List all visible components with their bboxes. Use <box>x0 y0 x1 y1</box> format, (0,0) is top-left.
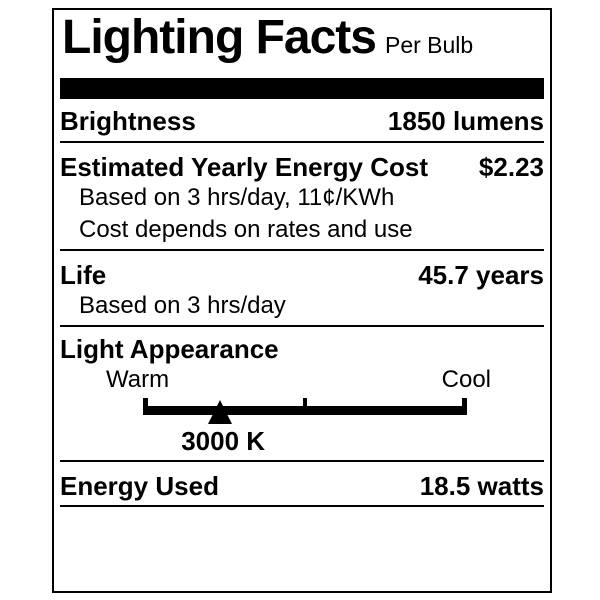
energy-cost-section: Estimated Yearly Energy Cost $2.23 Based… <box>60 143 544 251</box>
energy-cost-note-basis: Based on 3 hrs/day, 11¢/KWh <box>79 184 395 211</box>
life-name: Life <box>60 260 107 290</box>
life-note-basis: Based on 3 hrs/day <box>79 292 286 319</box>
life-row: Life 45.7 years <box>60 260 544 290</box>
label-title: Lighting Facts <box>62 11 377 64</box>
header-separator-bar <box>60 78 544 99</box>
life-value: 45.7 years <box>418 260 544 290</box>
energy-used-name: Energy Used <box>60 471 219 501</box>
label-header: Lighting Facts Per Bulb <box>62 12 544 75</box>
energy-cost-row: Estimated Yearly Energy Cost $2.23 <box>60 152 544 182</box>
brightness-value: 1850 lumens <box>387 106 544 136</box>
color-temp-value: 3000 K <box>181 426 266 456</box>
brightness-name: Brightness <box>60 106 196 136</box>
energy-cost-note-disclaimer: Cost depends on rates and use <box>79 216 413 243</box>
light-appearance-section: Light Appearance Warm Cool 3000 K <box>60 327 544 462</box>
brightness-row: Brightness 1850 lumens <box>60 106 544 136</box>
light-appearance-heading: Light Appearance <box>60 334 279 364</box>
warm-cool-labels: Warm Cool <box>60 367 544 393</box>
color-temperature-scale: 3000 K <box>60 393 544 459</box>
color-temp-marker-icon <box>208 400 233 424</box>
energy-used-value: 18.5 watts <box>419 471 544 501</box>
life-section: Life 45.7 years Based on 3 hrs/day <box>60 251 544 327</box>
label-subtitle: Per Bulb <box>384 32 474 58</box>
cool-label: Cool <box>441 366 491 393</box>
energy-used-section: Energy Used 18.5 watts <box>60 462 544 507</box>
energy-cost-name: Estimated Yearly Energy Cost <box>60 152 429 182</box>
scale-bar <box>143 406 467 415</box>
lighting-facts-label: Lighting Facts Per Bulb Brightness 1850 l… <box>52 8 552 593</box>
brightness-section: Brightness 1850 lumens <box>60 99 544 143</box>
warm-label: Warm <box>106 366 170 393</box>
energy-cost-value: $2.23 <box>478 152 544 182</box>
energy-used-row: Energy Used 18.5 watts <box>60 471 544 501</box>
